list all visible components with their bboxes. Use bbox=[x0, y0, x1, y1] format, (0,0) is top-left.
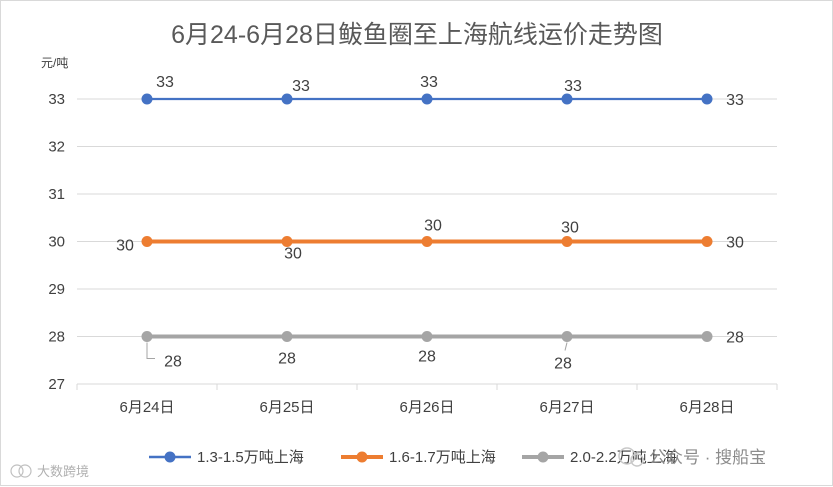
y-tick-label: 29 bbox=[48, 281, 65, 298]
data-point bbox=[701, 236, 713, 247]
legend-item: 2.0-2.2万吨上海 bbox=[522, 449, 677, 466]
data-label: 33 bbox=[564, 78, 582, 95]
data-label: 30 bbox=[424, 218, 442, 235]
data-point bbox=[281, 93, 293, 105]
x-axis-ticks: 6月24日 6月25日 6月26日 6月27日 6月28日 bbox=[76, 384, 778, 416]
y-tick-label: 30 bbox=[48, 234, 65, 251]
data-label: 28 bbox=[278, 351, 296, 368]
chart-title: 6月24-6月28日鲅鱼圈至上海航线运价走势图 bbox=[171, 21, 663, 49]
legend-swatch-marker bbox=[537, 451, 549, 463]
series-group: 33 33 33 33 33 30 30 30 30 30 28 28 28 28 28 bbox=[116, 74, 744, 373]
source-logo-icon bbox=[10, 464, 32, 478]
watermark-account: 公众号 · 搜船宝 bbox=[649, 448, 766, 467]
data-label: 33 bbox=[420, 74, 438, 91]
series-2: 30 30 30 30 30 bbox=[116, 218, 744, 263]
x-tick-label: 6月26日 bbox=[399, 399, 454, 416]
data-point bbox=[561, 236, 573, 247]
y-tick-label: 32 bbox=[48, 139, 65, 156]
x-tick-label: 6月27日 bbox=[539, 399, 594, 416]
data-point bbox=[701, 331, 713, 342]
y-axis-unit-label: 元/吨 bbox=[41, 56, 68, 70]
data-label: 30 bbox=[726, 235, 744, 252]
y-tick-label: 31 bbox=[48, 186, 65, 203]
series-1: 33 33 33 33 33 bbox=[141, 74, 744, 109]
legend-label: 1.6-1.7万吨上海 bbox=[389, 449, 496, 466]
data-label: 28 bbox=[164, 354, 182, 371]
data-point bbox=[561, 93, 573, 105]
data-point bbox=[141, 93, 153, 105]
x-tick-label: 6月25日 bbox=[259, 399, 314, 416]
y-tick-label: 33 bbox=[48, 91, 65, 108]
data-point bbox=[281, 236, 293, 247]
wechat-logo-icon bbox=[618, 447, 644, 467]
series-3: 28 28 28 28 28 bbox=[141, 330, 744, 373]
legend-item: 1.6-1.7万吨上海 bbox=[341, 449, 496, 466]
data-point bbox=[281, 331, 293, 342]
data-label: 33 bbox=[726, 92, 744, 109]
data-point bbox=[141, 236, 153, 247]
watermark: 公众号 · 搜船宝 大数跨境 bbox=[10, 447, 766, 479]
data-point bbox=[421, 236, 433, 247]
data-label: 30 bbox=[284, 246, 302, 263]
y-tick-label: 28 bbox=[48, 329, 65, 346]
legend-item: 1.3-1.5万吨上海 bbox=[149, 449, 304, 466]
data-label: 28 bbox=[726, 330, 744, 347]
y-tick-label: 27 bbox=[48, 376, 65, 393]
legend-swatch-marker bbox=[356, 451, 368, 463]
data-label: 33 bbox=[156, 74, 174, 91]
legend-label: 1.3-1.5万吨上海 bbox=[197, 449, 304, 466]
data-point bbox=[421, 93, 433, 105]
legend-swatch-marker bbox=[164, 451, 176, 463]
y-axis-ticks: 27 28 29 30 31 32 33 bbox=[48, 91, 65, 393]
data-label: 30 bbox=[116, 238, 134, 255]
data-label: 33 bbox=[292, 78, 310, 95]
leader-line bbox=[564, 342, 568, 351]
data-point bbox=[561, 331, 573, 342]
data-label: 30 bbox=[561, 220, 579, 237]
x-tick-label: 6月28日 bbox=[679, 399, 734, 416]
data-point bbox=[421, 331, 433, 342]
x-tick-label: 6月24日 bbox=[119, 399, 174, 416]
data-point bbox=[701, 93, 713, 105]
watermark-source: 大数跨境 bbox=[37, 464, 89, 479]
legend-label: 2.0-2.2万吨上海 bbox=[570, 449, 677, 466]
data-label: 28 bbox=[418, 349, 436, 366]
legend: 1.3-1.5万吨上海 1.6-1.7万吨上海 2.0-2.2万吨上海 bbox=[149, 449, 677, 466]
leader-line bbox=[146, 342, 155, 359]
data-point bbox=[141, 331, 153, 342]
data-label: 28 bbox=[554, 356, 572, 373]
